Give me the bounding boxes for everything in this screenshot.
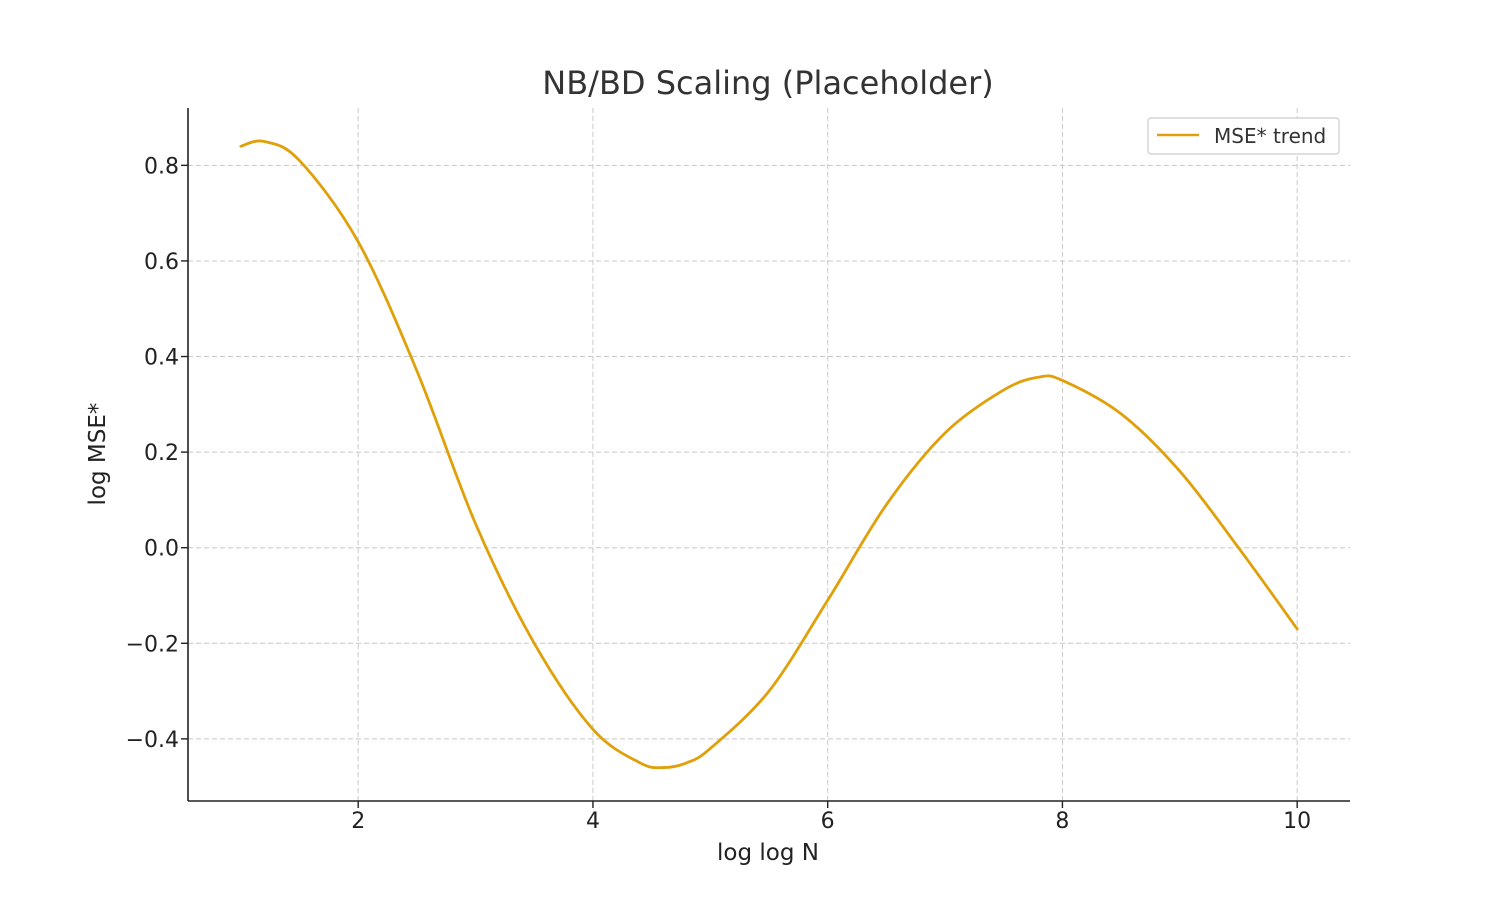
y-axis-label: log MSE* xyxy=(85,403,111,506)
y-tick-label: 0.2 xyxy=(144,441,179,466)
series-line-mse-trend xyxy=(239,139,1299,770)
x-axis-label: log log N xyxy=(717,840,819,866)
legend-box xyxy=(1147,117,1340,155)
axes xyxy=(187,108,1350,802)
y-tick-label: −0.4 xyxy=(126,728,179,753)
x-tick-label: 2 xyxy=(351,809,365,834)
x-tick-label: 6 xyxy=(821,809,835,834)
legend-label: MSE* trend xyxy=(1214,124,1326,148)
x-tick-label: 8 xyxy=(1055,809,1069,834)
y-tick-label: −0.2 xyxy=(126,632,179,657)
y-axis-ticks: −0.4 −0.2 0.0 0.2 0.4 0.6 0.8 xyxy=(126,154,188,753)
y-tick-label: 0.0 xyxy=(144,537,179,562)
x-axis-ticks: 2 4 6 8 10 xyxy=(351,801,1311,834)
x-tick-label: 4 xyxy=(586,809,600,834)
chart-title: NB/BD Scaling (Placeholder) xyxy=(542,64,993,102)
y-tick-label: 0.4 xyxy=(144,346,179,371)
y-tick-label: 0.8 xyxy=(144,154,179,179)
y-tick-label: 0.6 xyxy=(144,250,179,275)
series-layer xyxy=(239,139,1299,770)
x-tick-label: 10 xyxy=(1283,809,1311,834)
legend: MSE* trend xyxy=(1147,117,1340,155)
grid xyxy=(188,108,1350,801)
